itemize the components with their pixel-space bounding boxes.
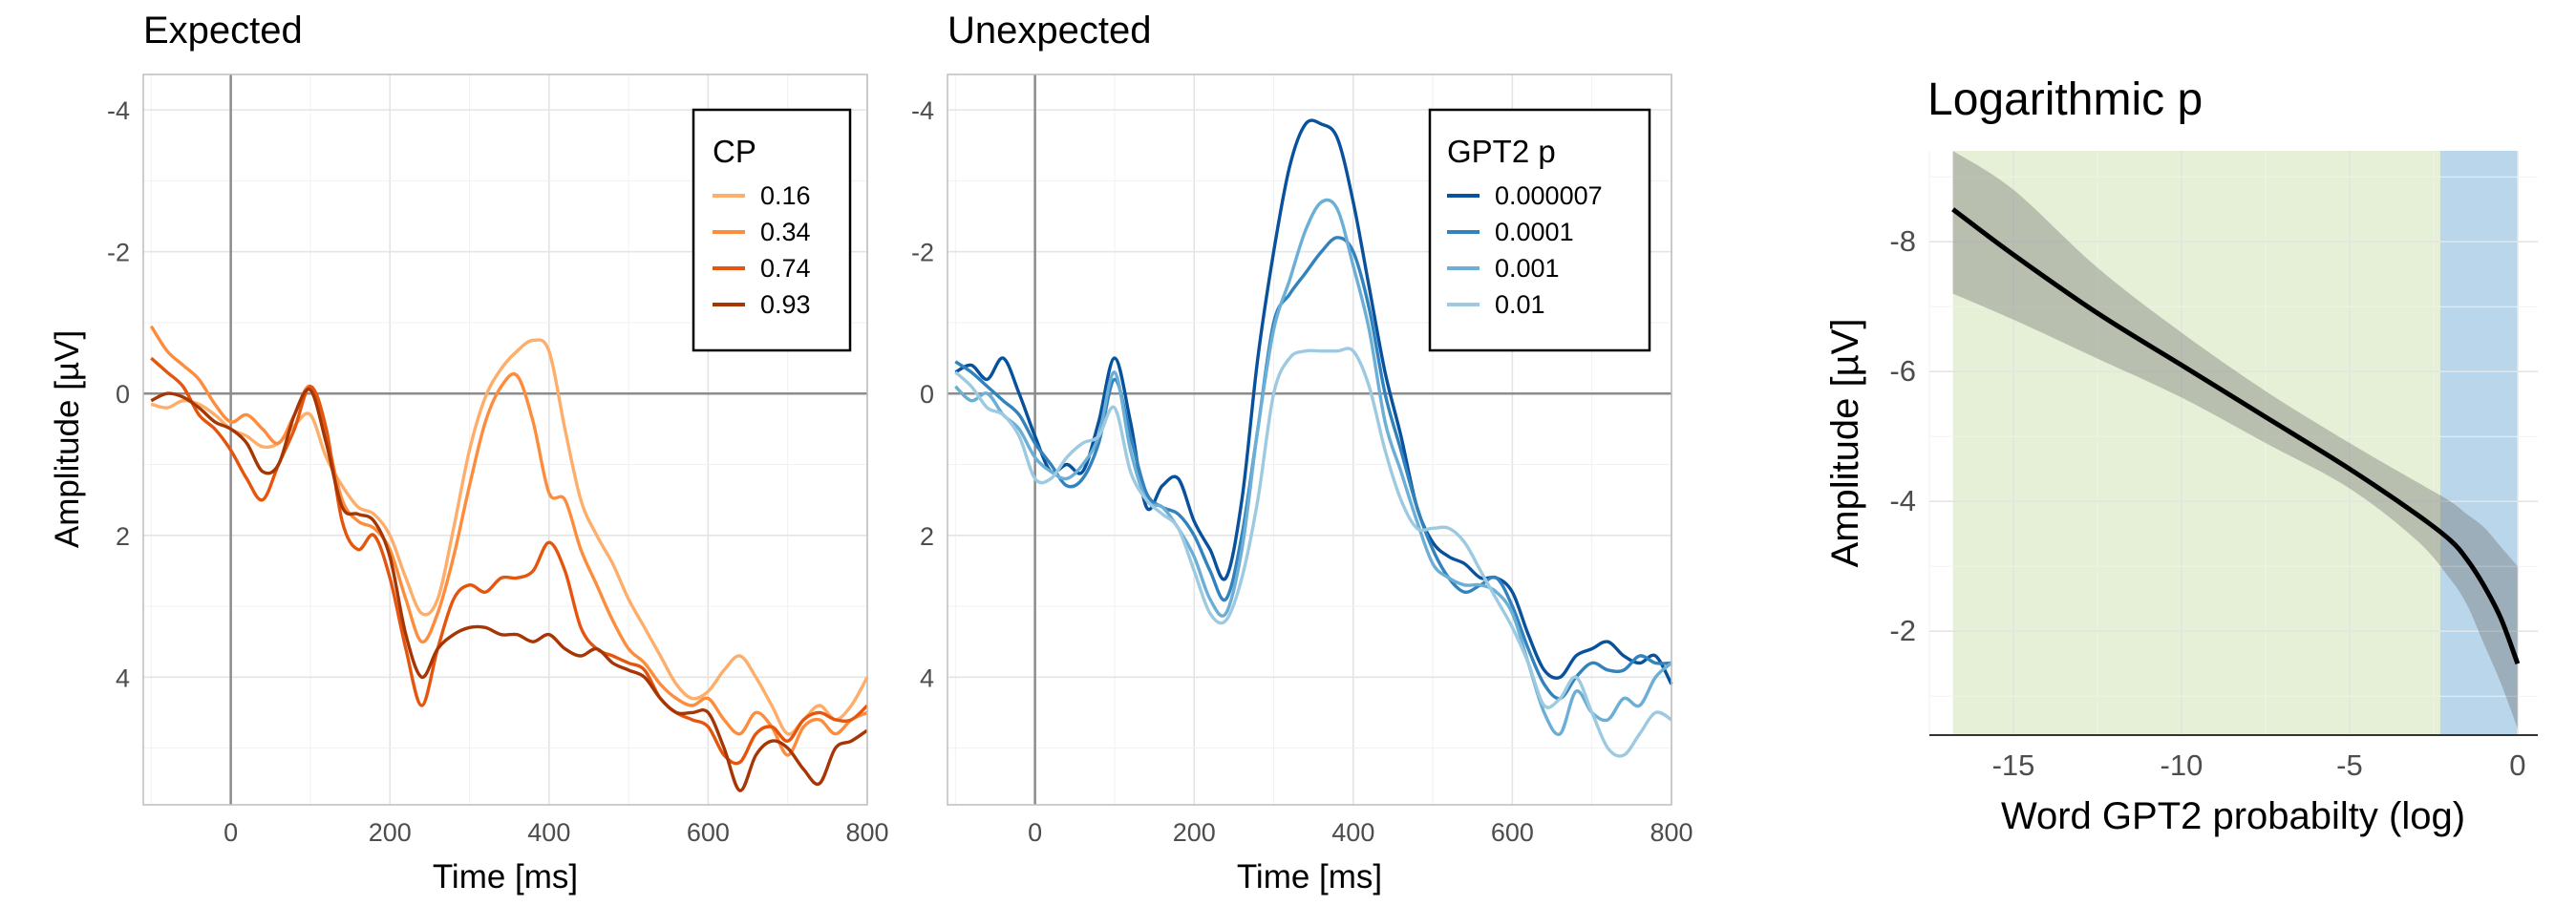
unexpected-legend-label-3: 0.01: [1495, 290, 1545, 319]
expected-y-axis-label: Amplitude [µV]: [49, 330, 86, 548]
unexpected-legend-label-2: 0.001: [1495, 254, 1560, 283]
logarithmic-panel: Logarithmic p -15 -10 -5 0 -8 -6 -4 -2 Word GPT…: [1824, 74, 2538, 837]
unexpected-series-line-2: [954, 198, 1673, 737]
unexpected-legend-label-0: 0.000007: [1495, 181, 1603, 210]
unexpected-legend-label-1: 0.0001: [1495, 218, 1574, 246]
expected-x-tick-label: 0: [224, 818, 238, 847]
logarithmic-x-tick-label: -15: [1992, 748, 2035, 782]
logarithmic-shaded-regions: [1952, 151, 2518, 735]
unexpected-x-tick-label: 800: [1650, 818, 1692, 847]
unexpected-y-tick-label: 0: [920, 380, 934, 409]
logarithmic-title: Logarithmic p: [1927, 74, 2203, 125]
expected-tick-labels: 0 200 400 600 800 -4 -2 0 2 4: [107, 96, 889, 847]
unexpected-y-tick-label: -4: [911, 96, 934, 125]
logarithmic-y-tick-label: -4: [1889, 484, 1916, 517]
unexpected-x-tick-label: 400: [1331, 818, 1374, 847]
expected-legend-label-1: 0.34: [760, 218, 811, 246]
unexpected-x-axis-label: Time [ms]: [1237, 858, 1382, 895]
unexpected-legend-entries: 0.000007 0.0001 0.001 0.01: [1447, 181, 1603, 319]
logarithmic-y-axis-label: Amplitude [µV]: [1824, 319, 1866, 568]
logarithmic-tick-labels: -15 -10 -5 0 -8 -6 -4 -2: [1889, 224, 2525, 782]
expected-x-tick-label: 800: [845, 818, 888, 847]
expected-x-tick-label: 600: [687, 818, 730, 847]
unexpected-plot-border: [947, 74, 1672, 806]
expected-y-tick-label: -4: [107, 96, 130, 125]
expected-x-tick-label: 400: [527, 818, 570, 847]
expected-legend-entries: 0.16 0.34 0.74 0.93: [713, 181, 811, 319]
expected-legend-label-2: 0.74: [760, 254, 811, 283]
unexpected-series-line-1: [954, 236, 1672, 701]
expected-series-line-2: [150, 356, 869, 766]
expected-y-tick-label: -2: [107, 239, 130, 267]
logarithmic-x-tick-label: -10: [2161, 748, 2203, 782]
logarithmic-x-axis-label: Word GPT2 probabilty (log): [2001, 795, 2465, 837]
unexpected-tick-labels: 0 200 400 600 800 -4 -2 0 2 4: [911, 96, 1693, 847]
unexpected-series-lines: [954, 118, 1673, 758]
expected-title: Expected: [143, 10, 303, 52]
logarithmic-ci-band: [1952, 151, 2518, 729]
unexpected-legend: GPT2 p 0.000007 0.0001 0.001 0.01: [1428, 108, 1651, 352]
logarithmic-confidence-band: [1952, 151, 2518, 729]
unexpected-y-tick-label: -2: [911, 239, 934, 267]
unexpected-x-tick-label: 600: [1491, 818, 1534, 847]
unexpected-series-line-3: [954, 347, 1672, 758]
logarithmic-x-tick-label: 0: [2509, 748, 2525, 782]
expected-reference-lines: [143, 74, 867, 805]
logarithmic-series-line-0: [1951, 207, 2521, 665]
logarithmic-shaded-region-1: [2439, 151, 2518, 735]
expected-series-line-1: [149, 325, 868, 757]
logarithmic-fit-line: [1951, 207, 2521, 665]
expected-legend-label-0: 0.16: [760, 181, 811, 210]
expected-y-tick-label: 0: [116, 380, 130, 409]
unexpected-series-line-0: [954, 118, 1673, 685]
unexpected-title: Unexpected: [947, 10, 1151, 52]
logarithmic-shaded-region-0: [1952, 151, 2440, 735]
expected-series-line-3: [150, 387, 868, 792]
expected-legend-label-3: 0.93: [760, 290, 811, 319]
logarithmic-y-tick-label: -6: [1889, 354, 1916, 388]
expected-series-line-0: [150, 338, 869, 736]
unexpected-legend-title: GPT2 p: [1447, 134, 1556, 169]
logarithmic-y-tick-label: -2: [1889, 614, 1916, 647]
expected-x-axis-label: Time [ms]: [433, 858, 578, 895]
logarithmic-x-tick-label: -5: [2336, 748, 2363, 782]
expected-legend-title: CP: [713, 134, 756, 169]
expected-y-tick-label: 2: [116, 522, 130, 551]
logarithmic-y-tick-label: -8: [1889, 224, 1916, 258]
logarithmic-grid: [1928, 151, 2538, 735]
unexpected-y-tick-label: 4: [920, 664, 934, 692]
unexpected-x-tick-label: 0: [1028, 818, 1042, 847]
unexpected-x-tick-label: 200: [1173, 818, 1216, 847]
expected-series-lines: [149, 325, 869, 792]
expected-plot-border: [142, 74, 868, 806]
expected-y-tick-label: 4: [116, 664, 130, 692]
unexpected-panel: Unexpected 0 200 400 600 800 -4 -2 0 2 4 Time [ms…: [911, 10, 1693, 895]
expected-x-tick-label: 200: [369, 818, 412, 847]
expected-legend: CP 0.16 0.34 0.74 0.93: [692, 108, 852, 352]
unexpected-y-tick-label: 2: [920, 522, 934, 551]
